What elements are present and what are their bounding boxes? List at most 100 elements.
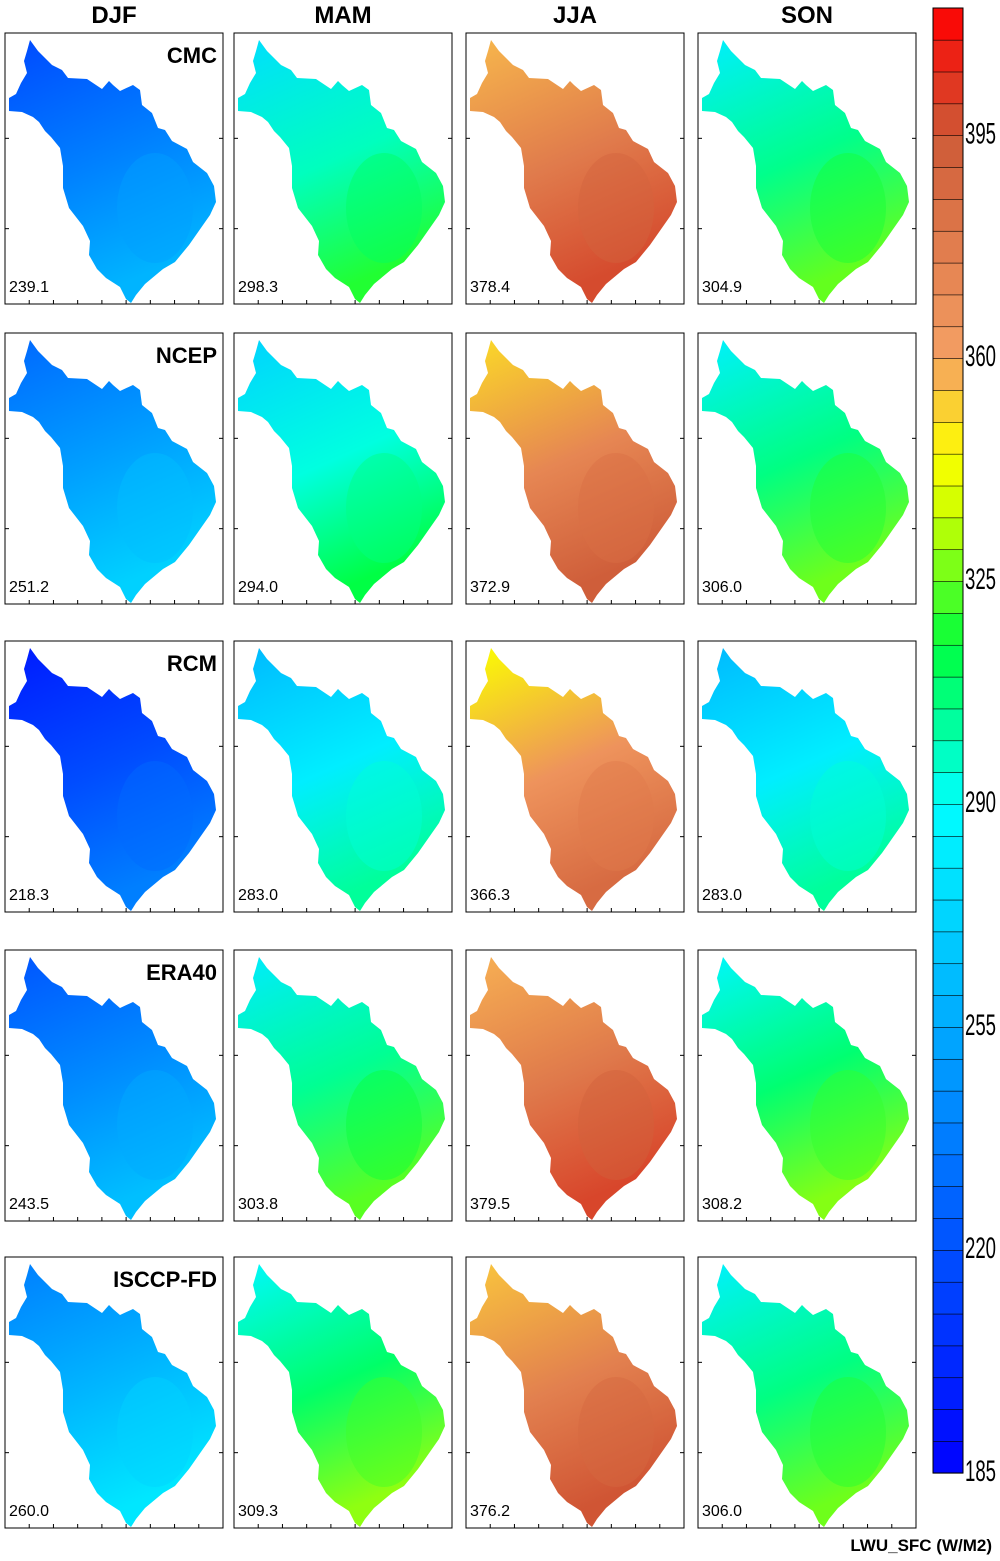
colorbar-swatch bbox=[932, 867, 964, 901]
colorbar-frame bbox=[932, 7, 964, 1474]
panel-mean-value: 306.0 bbox=[702, 579, 742, 596]
colorbar-swatch bbox=[932, 772, 964, 805]
colorbar-tick-label: 395 bbox=[965, 117, 996, 151]
colorbar-tick-label: 220 bbox=[965, 1232, 996, 1266]
colorbar-swatch bbox=[932, 198, 964, 232]
colorbar-swatch bbox=[932, 1345, 964, 1379]
colorbar-swatch bbox=[932, 1440, 964, 1474]
panel-rcm-djf: RCM 218.3 bbox=[4, 640, 224, 913]
colorbar-swatch bbox=[932, 166, 964, 200]
panel-grid: CMC 239.1 298.3 378.4 304.9 NCEP 251.2 294.0 372… bbox=[4, 32, 917, 1529]
contour-blob bbox=[810, 761, 886, 871]
colorbar-swatch bbox=[932, 803, 964, 837]
colorbar-tick-label: 255 bbox=[965, 1009, 996, 1043]
panel-mean-value: 378.4 bbox=[470, 279, 510, 296]
basin-field bbox=[702, 957, 909, 1220]
colorbar-swatch bbox=[932, 389, 964, 423]
basin-field bbox=[9, 648, 216, 911]
basin-field bbox=[702, 40, 909, 303]
colorbar-swatch bbox=[932, 644, 964, 678]
contour-blob bbox=[117, 1377, 193, 1487]
colorbar-swatch bbox=[932, 931, 964, 965]
panel-cmc-jja: 378.4 bbox=[465, 32, 685, 305]
panel-isccp-fd-djf: ISCCP-FD 260.0 bbox=[4, 1256, 224, 1529]
contour-blob bbox=[810, 1377, 886, 1487]
colorbar-swatch bbox=[932, 1090, 964, 1124]
colorbar-swatch bbox=[932, 358, 964, 391]
contour-blob bbox=[810, 1070, 886, 1180]
colorbar-swatch bbox=[932, 1058, 964, 1092]
contour-blob bbox=[578, 153, 654, 263]
basin-field bbox=[702, 648, 909, 911]
basin-field bbox=[470, 648, 677, 911]
panel-mean-value: 306.0 bbox=[702, 1503, 742, 1520]
basin-field bbox=[9, 340, 216, 603]
basin-field bbox=[470, 340, 677, 603]
contour-blob bbox=[117, 453, 193, 563]
contour-blob bbox=[578, 1070, 654, 1180]
colorbar-swatch bbox=[932, 1377, 964, 1410]
panel-ncep-son: 306.0 bbox=[697, 332, 917, 605]
season-header-mam: MAM bbox=[314, 2, 371, 29]
panel-rcm-jja: 366.3 bbox=[465, 640, 685, 913]
season-headers: DJF MAM JJA SON bbox=[91, 2, 833, 29]
colorbar-swatch bbox=[932, 421, 964, 455]
panel-mean-value: 376.2 bbox=[470, 1503, 510, 1520]
colorbar-swatch bbox=[932, 1186, 964, 1219]
contour-blob bbox=[346, 761, 422, 871]
panel-cmc-son: 304.9 bbox=[697, 32, 917, 305]
panel-mean-value: 239.1 bbox=[9, 279, 49, 296]
basin-field bbox=[9, 1264, 216, 1527]
panel-mean-value: 243.5 bbox=[9, 1196, 49, 1213]
contour-blob bbox=[346, 1377, 422, 1487]
dataset-label-isccp-fd: ISCCP-FD bbox=[113, 1267, 217, 1292]
colorbar-swatch bbox=[932, 1122, 964, 1156]
colorbar-swatch bbox=[932, 517, 964, 551]
panel-mean-value: 372.9 bbox=[470, 579, 510, 596]
basin-field bbox=[470, 40, 677, 303]
colorbar-swatch bbox=[932, 230, 964, 264]
colorbar-swatch bbox=[932, 1409, 964, 1442]
dataset-label-era40: ERA40 bbox=[146, 960, 217, 985]
colorbar-swatch bbox=[932, 580, 964, 614]
colorbar-swatch bbox=[932, 39, 964, 73]
panel-ncep-mam: 294.0 bbox=[233, 332, 453, 605]
colorbar-swatch bbox=[932, 994, 964, 1028]
panel-isccp-fd-son: 306.0 bbox=[697, 1256, 917, 1529]
basin-field bbox=[238, 957, 445, 1220]
contour-blob bbox=[578, 453, 654, 563]
contour-blob bbox=[346, 1070, 422, 1180]
panel-isccp-fd-mam: 309.3 bbox=[233, 1256, 453, 1529]
contour-blob bbox=[117, 153, 193, 263]
contour-blob bbox=[346, 453, 422, 563]
colorbar-tick-label: 185 bbox=[965, 1454, 996, 1488]
colorbar-tick-label: 360 bbox=[965, 340, 996, 374]
panel-rcm-mam: 283.0 bbox=[233, 640, 453, 913]
colorbar-swatch bbox=[932, 1281, 964, 1315]
panel-rcm-son: 283.0 bbox=[697, 640, 917, 913]
panel-mean-value: 218.3 bbox=[9, 887, 49, 904]
panel-era40-son: 308.2 bbox=[697, 949, 917, 1222]
basin-field bbox=[238, 40, 445, 303]
panel-mean-value: 308.2 bbox=[702, 1196, 742, 1213]
colorbar-swatch bbox=[932, 71, 964, 105]
contour-blob bbox=[578, 761, 654, 871]
panel-mean-value: 309.3 bbox=[238, 1503, 278, 1520]
colorbar-swatch bbox=[932, 740, 964, 773]
dataset-label-cmc: CMC bbox=[167, 43, 217, 68]
panel-mean-value: 294.0 bbox=[238, 579, 278, 596]
colorbar-swatch bbox=[932, 7, 964, 41]
colorbar-swatch bbox=[932, 549, 964, 582]
panel-cmc-mam: 298.3 bbox=[233, 32, 453, 305]
basin-field bbox=[9, 40, 216, 303]
panel-ncep-djf: NCEP 251.2 bbox=[4, 332, 224, 605]
colorbar-swatch bbox=[932, 676, 964, 710]
colorbar-swatch bbox=[932, 294, 964, 328]
panel-ncep-jja: 372.9 bbox=[465, 332, 685, 605]
colorbar-tick-label: 325 bbox=[965, 563, 996, 597]
colorbar-swatch bbox=[932, 453, 964, 487]
season-header-jja: JJA bbox=[553, 2, 597, 29]
colorbar: 185 220 255 290 325 360 395 bbox=[932, 7, 996, 1488]
panel-mean-value: 304.9 bbox=[702, 279, 742, 296]
basin-field bbox=[9, 957, 216, 1220]
